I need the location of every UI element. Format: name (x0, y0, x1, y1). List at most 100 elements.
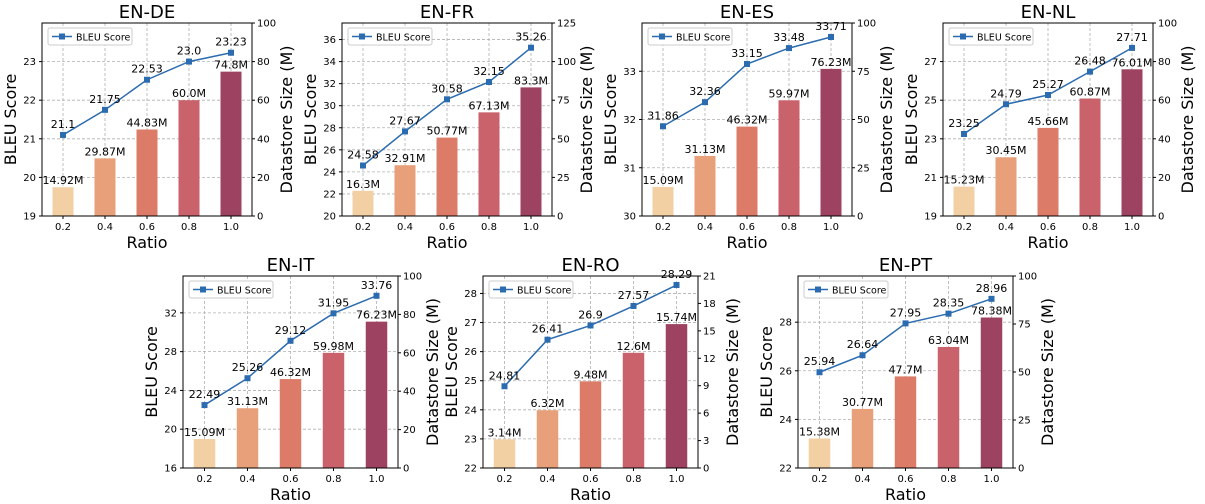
bar-0.8 (1079, 98, 1101, 216)
bar-0.4 (94, 158, 116, 216)
tick-label-left: 24 (464, 405, 477, 416)
bleu-label: 27.67 (389, 114, 421, 127)
bar-label: 31.13M (227, 395, 268, 408)
bar-label: 74.8M (214, 59, 248, 72)
tick-label-x: 0.8 (1082, 222, 1098, 233)
tick-label-x: 0.4 (855, 474, 871, 485)
tick-label-right: 125 (557, 19, 576, 30)
tick-label-x: 0.8 (181, 222, 197, 233)
tick-label-right: 9 (703, 381, 709, 392)
tick-label-right: 0 (557, 212, 563, 223)
y-axis-label: BLEU Score (601, 74, 620, 166)
legend: BLEU Score (647, 27, 733, 46)
tick-label-left: 25 (924, 96, 937, 107)
bar-label: 63.04M (928, 334, 969, 347)
bleu-label: 26.48 (1074, 55, 1106, 68)
tick-label-left: 21 (23, 134, 36, 145)
bleu-point (1087, 68, 1093, 75)
bleu-point (186, 58, 192, 65)
tick-label-x: 0.6 (739, 222, 755, 233)
y2-axis-label: Datastore Size (M) (723, 298, 742, 446)
legend-marker (659, 33, 665, 40)
bleu-label: 32.15 (473, 65, 505, 78)
tick-label-right: 40 (257, 134, 270, 145)
tick-label-left: 23 (23, 57, 36, 68)
bar-0.8 (937, 346, 960, 468)
bleu-point (144, 76, 150, 83)
bar-1.0 (220, 71, 242, 216)
tick-label-left: 28 (779, 318, 792, 329)
chart-title: EN-IT (267, 255, 316, 276)
bar-label: 50.77M (427, 125, 468, 138)
tick-label-left: 20 (323, 212, 336, 223)
bleu-point (1045, 91, 1051, 98)
bar-label: 59.98M (313, 340, 354, 353)
legend-label: BLEU Score (676, 33, 731, 44)
tick-label-left: 22 (323, 189, 336, 200)
bleu-point (444, 96, 450, 103)
bleu-point (630, 302, 637, 309)
x-axis-label: Ratio (1027, 233, 1068, 252)
bar-0.8 (478, 112, 500, 216)
tick-label-x: 0.6 (283, 474, 299, 485)
tick-label-x: 0.4 (697, 222, 713, 233)
bleu-point (859, 352, 866, 359)
bar-label: 3.14M (488, 426, 522, 439)
bleu-point (102, 106, 108, 113)
tick-label-right: 80 (1158, 57, 1171, 68)
tick-label-x: 0.6 (583, 474, 599, 485)
tick-label-x: 0.2 (355, 222, 371, 233)
bar-0.6 (436, 137, 458, 216)
tick-label-left: 26 (323, 145, 336, 156)
bar-0.4 (536, 410, 559, 468)
bar-label: 78.38M (971, 305, 1012, 318)
bleu-label: 26.9 (578, 308, 603, 321)
tick-label-left: 22 (464, 464, 477, 475)
chart-title: EN-FR (420, 2, 474, 23)
legend-marker (59, 33, 65, 40)
tick-label-x: 0.8 (481, 222, 497, 233)
bar-label: 45.66M (1028, 115, 1069, 128)
chart-panel-en-de: 14.92M 29.87M 44.83M 60.0M 74.8M 21.1 21.75 22.… (1, 2, 296, 252)
tick-label-right: 100 (1018, 272, 1037, 283)
tick-label-right: 100 (557, 57, 576, 68)
bar-label: 76.23M (811, 56, 852, 69)
bleu-label: 27.95 (890, 306, 922, 319)
bleu-label: 31.86 (647, 109, 679, 122)
tick-label-x: 0.4 (998, 222, 1014, 233)
bar-0.2 (652, 186, 674, 216)
tick-label-left: 27 (464, 318, 477, 329)
bleu-label: 33.71 (815, 20, 847, 33)
tick-label-right: 50 (557, 134, 570, 145)
legend-label: BLEU Score (832, 286, 887, 297)
bar-1.0 (820, 68, 842, 216)
tick-label-left: 33 (623, 67, 636, 78)
tick-label-left: 24 (323, 167, 336, 178)
legend-box (803, 280, 889, 299)
y-axis-label: BLEU Score (142, 326, 161, 418)
bleu-point (660, 123, 666, 130)
y-axis-label: BLEU Score (1, 74, 20, 166)
legend-marker (500, 286, 506, 293)
tick-label-right: 0 (403, 464, 409, 475)
bar-0.8 (778, 100, 800, 216)
bar-label: 6.32M (531, 397, 565, 410)
y-axis-label: BLEU Score (301, 74, 320, 166)
y-axis-label: BLEU Score (757, 326, 776, 418)
bleu-label: 35.26 (515, 31, 547, 44)
bar-label: 16.3M (346, 178, 380, 191)
y2-axis-label: Datastore Size (M) (1038, 298, 1057, 446)
bleu-point (287, 337, 294, 344)
tick-label-left: 19 (924, 212, 937, 223)
legend-marker (359, 33, 365, 40)
bleu-point (201, 402, 208, 409)
tick-label-x: 0.8 (326, 474, 342, 485)
bleu-label: 28.35 (933, 297, 965, 310)
chart-title: EN-NL (1021, 2, 1076, 23)
x-axis-label: Ratio (426, 233, 467, 252)
legend: BLEU Score (347, 27, 433, 46)
tick-label-left: 23 (924, 134, 937, 145)
tick-label-right: 80 (257, 57, 270, 68)
tick-label-x: 0.4 (97, 222, 113, 233)
